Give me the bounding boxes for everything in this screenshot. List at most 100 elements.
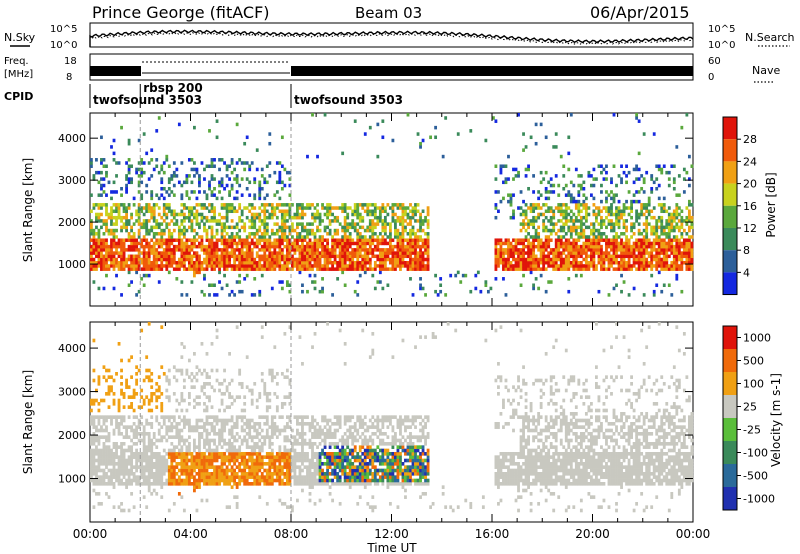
power-cell (399, 267, 402, 271)
velocity-cell (208, 482, 211, 486)
power-cell (333, 241, 337, 246)
power-cell (230, 238, 234, 242)
power-cell (602, 219, 606, 223)
power-cell (592, 167, 596, 172)
power-cell (115, 264, 118, 268)
power-cell (243, 251, 247, 255)
velocity-cell (190, 455, 194, 459)
power-cell (687, 177, 691, 181)
power-cell (200, 161, 204, 165)
power-cell (383, 251, 387, 255)
power-cell (396, 241, 400, 246)
velocity-cell (167, 482, 171, 486)
power-cell (559, 241, 563, 246)
power-cell (610, 238, 613, 242)
power-cell (539, 212, 543, 217)
velocity-cell (208, 438, 211, 443)
velocity-cell (182, 385, 186, 389)
power-cell (358, 241, 362, 246)
power-cell (391, 212, 395, 217)
power-cell (346, 215, 350, 220)
power-cell (356, 215, 360, 220)
power-cell (218, 270, 221, 275)
velocity-cell (155, 462, 159, 466)
velocity-cell (198, 432, 201, 436)
power-cell (539, 122, 543, 127)
power-cell (285, 257, 289, 262)
power-cell (193, 238, 196, 242)
power-cell (617, 248, 621, 252)
velocity-cell (132, 415, 136, 419)
power-cell (125, 238, 128, 242)
power-cell (650, 186, 654, 191)
power-cell (100, 186, 103, 191)
power-cell (582, 244, 586, 249)
velocity-cell (175, 425, 179, 429)
power-cell (512, 212, 515, 217)
power-cell (577, 244, 581, 249)
power-cell (620, 264, 623, 268)
velocity-cell (205, 442, 209, 446)
power-cell (177, 264, 181, 268)
power-cell (386, 222, 390, 226)
power-cell (612, 235, 616, 239)
velocity-cell (122, 455, 126, 459)
power-cell (155, 193, 159, 197)
velocity-cell (180, 448, 184, 453)
velocity-cell (102, 418, 106, 423)
power-cell (670, 164, 674, 168)
velocity-cell (155, 395, 159, 399)
velocity-cell (90, 418, 93, 423)
power-cell (554, 241, 558, 246)
power-cell (122, 260, 126, 265)
power-cell (225, 283, 229, 287)
power-cell (416, 238, 420, 242)
power-cell (253, 267, 257, 271)
power-cell (137, 248, 141, 252)
power-cell (502, 267, 505, 271)
velocity-cell (140, 482, 144, 486)
power-cell (243, 254, 247, 259)
power-cell (213, 186, 216, 191)
power-cell (155, 260, 159, 265)
power-cell (650, 254, 654, 259)
power-cell (235, 177, 239, 181)
velocity-cell (107, 452, 111, 456)
power-cell (552, 183, 556, 188)
power-cell (210, 267, 214, 271)
velocity-cell (205, 422, 209, 426)
power-cell (409, 264, 412, 268)
nsearch-tick-hi: 10^5 (708, 24, 735, 35)
power-cell (682, 177, 686, 181)
velocity-cell (162, 468, 166, 473)
power-cell (301, 244, 304, 249)
power-cell (187, 158, 191, 162)
power-cell (120, 215, 123, 220)
velocity-cell (195, 482, 199, 486)
power-cell (610, 248, 613, 252)
velocity-cell (180, 458, 184, 463)
power-cell (665, 244, 669, 249)
power-cell (617, 199, 621, 204)
velocity-cell (92, 478, 96, 483)
power-cell (421, 209, 425, 214)
power-cell (333, 232, 337, 236)
power-cell (554, 238, 558, 242)
power-cell (177, 232, 181, 236)
power-cell (142, 132, 146, 136)
power-cell (263, 244, 267, 249)
power-cell (185, 248, 189, 252)
power-cell (152, 209, 156, 214)
velocity-cell (115, 442, 118, 446)
power-cell (316, 228, 319, 233)
velocity-cell (137, 422, 141, 426)
power-cell (298, 264, 302, 268)
power-cell (157, 251, 161, 255)
velocity-cell (112, 392, 116, 396)
velocity-cell (112, 505, 116, 509)
power-cell (301, 238, 304, 242)
power-cell (147, 260, 151, 265)
power-cell (617, 267, 621, 271)
power-cell (203, 244, 206, 249)
velocity-cell (190, 452, 194, 456)
